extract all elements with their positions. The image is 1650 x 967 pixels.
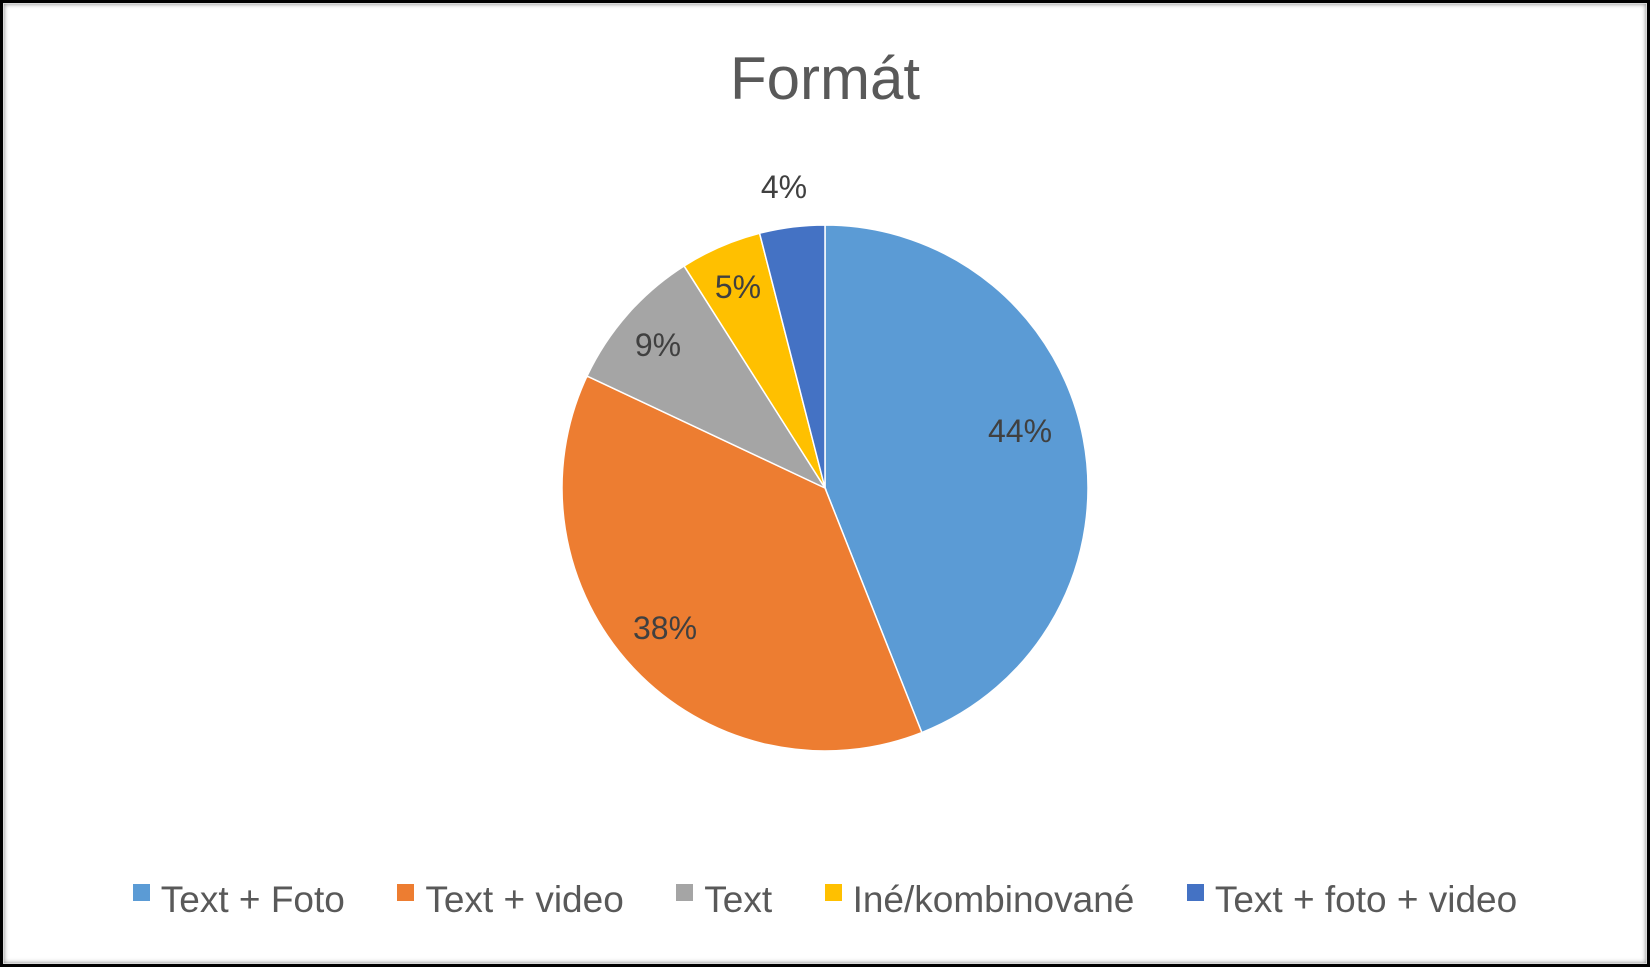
- svg-text:9%: 9%: [635, 327, 681, 363]
- svg-text:44%: 44%: [988, 413, 1052, 449]
- svg-text:5%: 5%: [715, 269, 761, 305]
- svg-text:4%: 4%: [761, 169, 807, 205]
- svg-text:38%: 38%: [633, 610, 697, 646]
